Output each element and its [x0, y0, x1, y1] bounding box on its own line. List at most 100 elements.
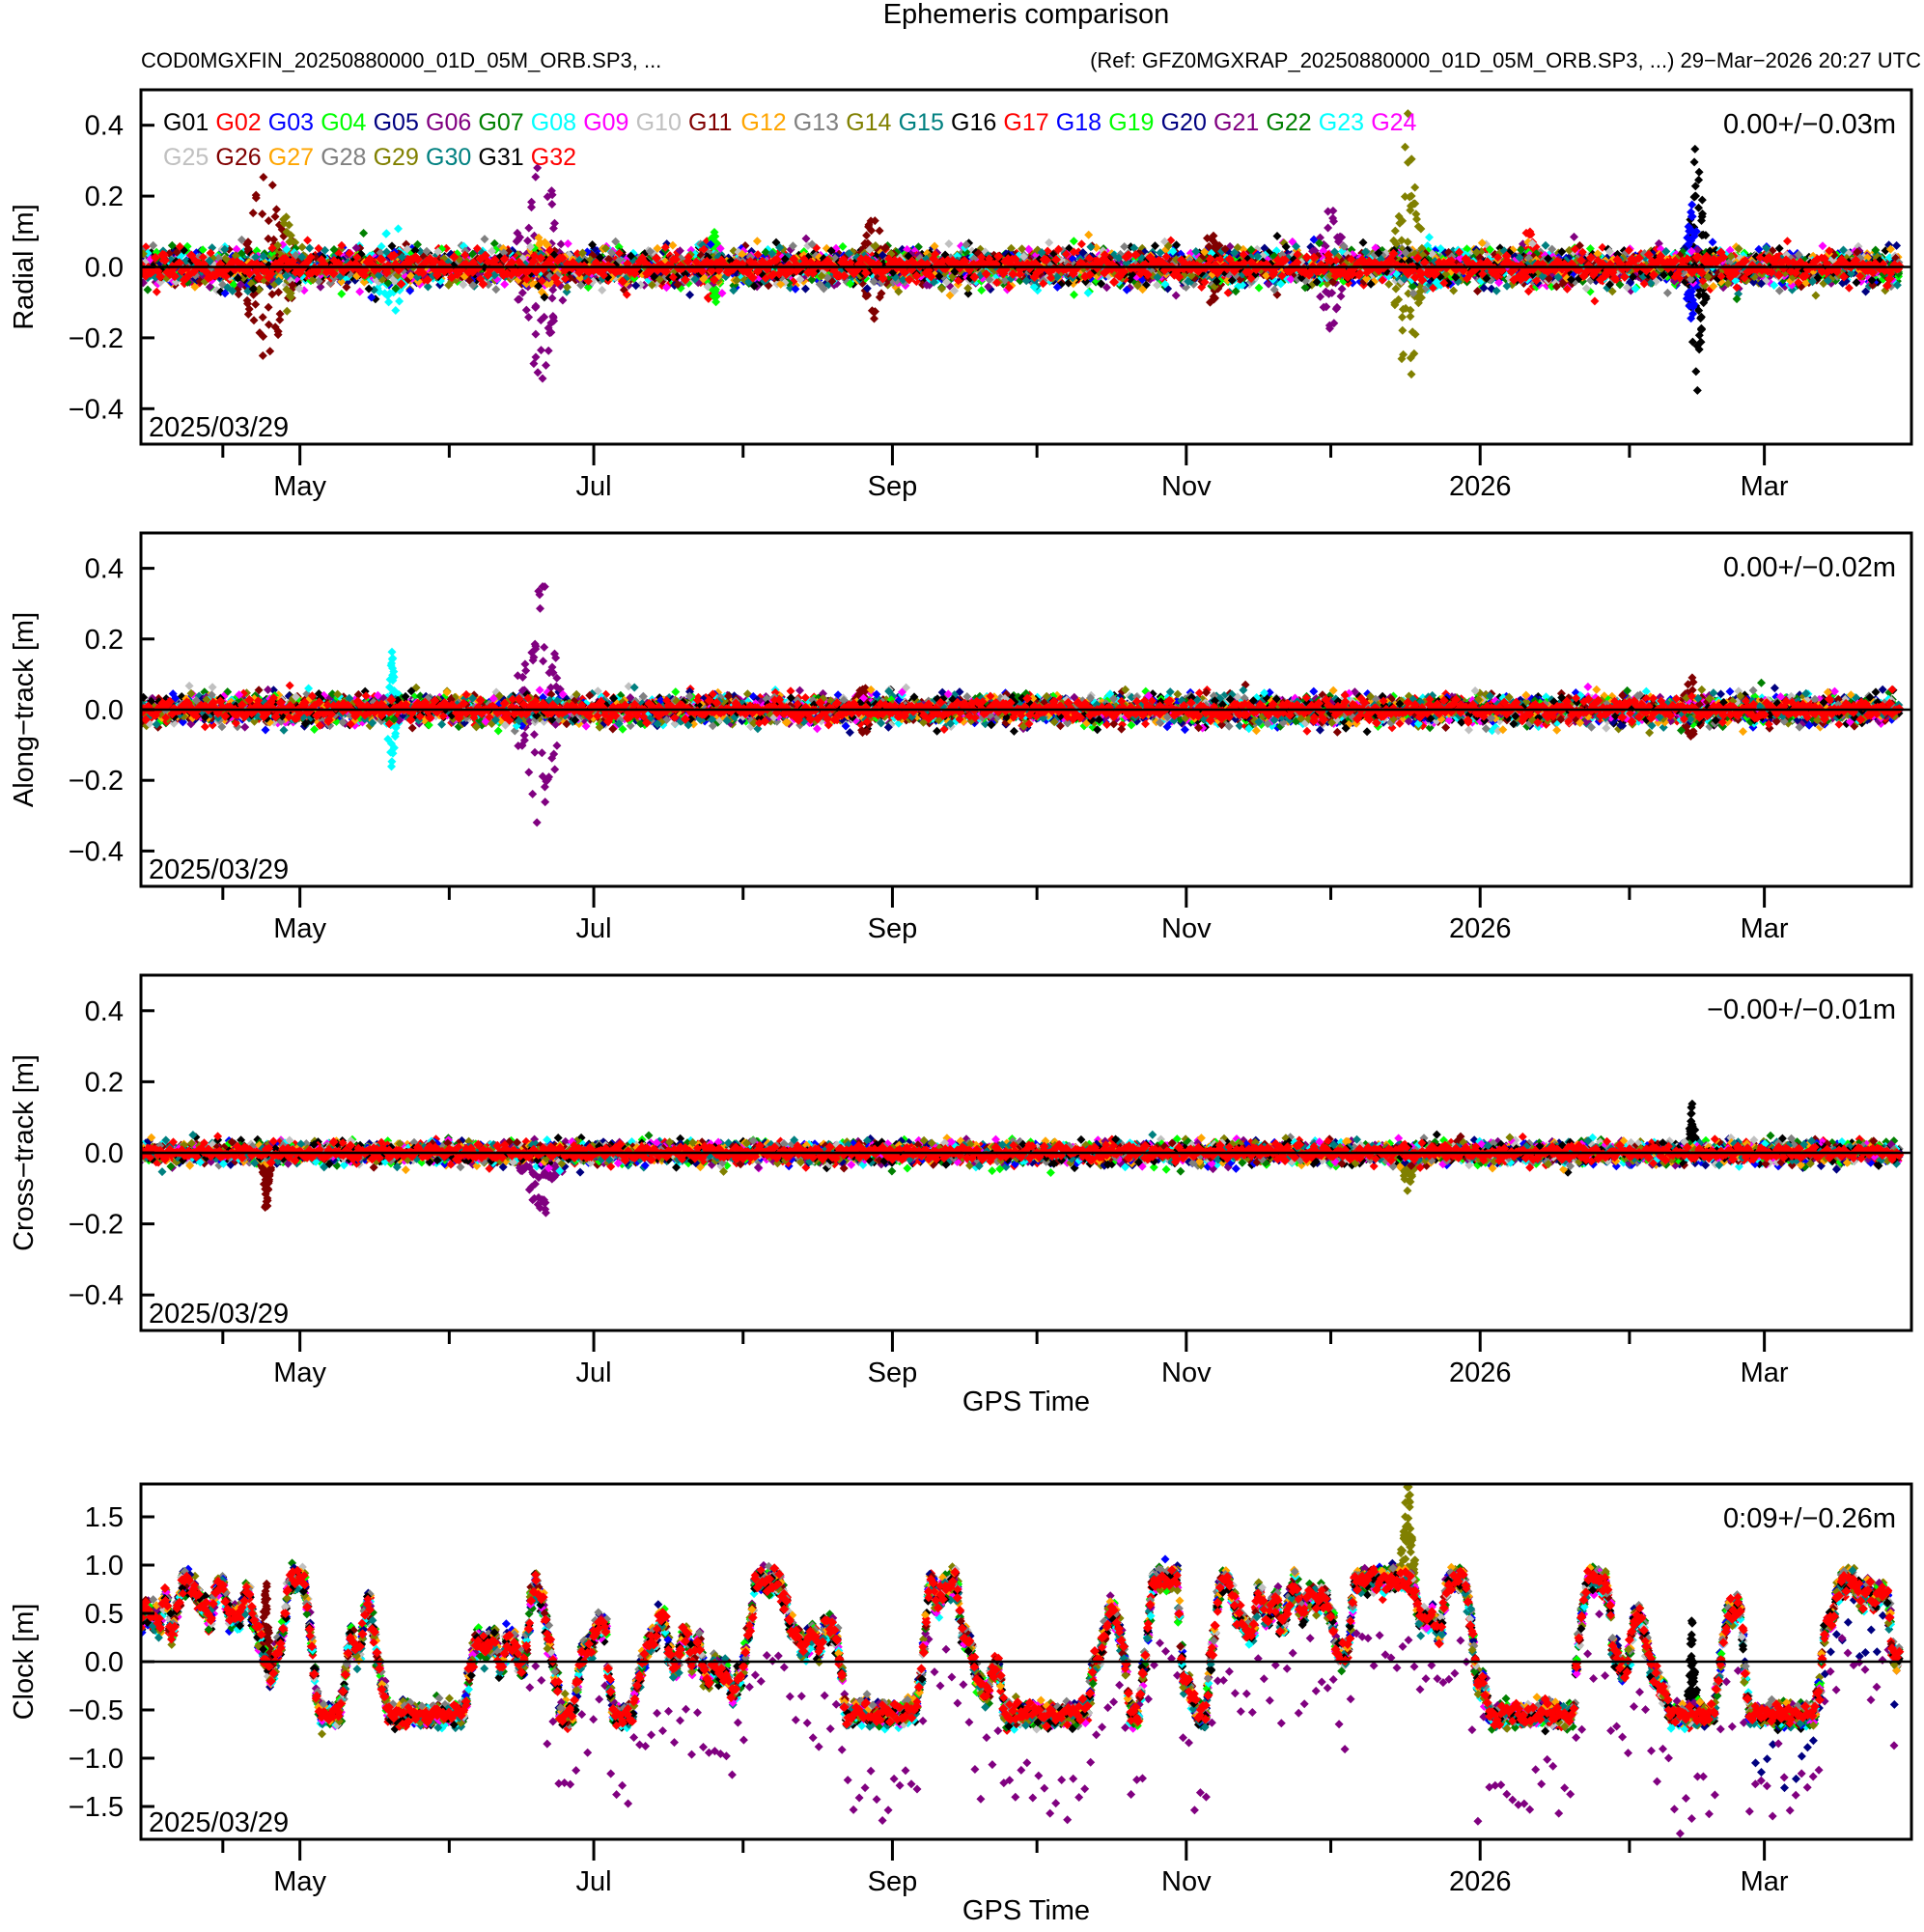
data-point — [870, 314, 878, 323]
data-points — [141, 109, 1905, 395]
data-point — [1690, 182, 1700, 191]
data-point — [558, 295, 568, 305]
data-point — [875, 293, 884, 302]
data-point — [709, 292, 718, 301]
data-point — [1523, 287, 1533, 296]
data-point — [880, 242, 890, 252]
data-point — [271, 205, 281, 214]
data-point — [1694, 167, 1704, 177]
data-point — [531, 329, 541, 339]
data-point — [1209, 231, 1218, 240]
data-point — [1120, 242, 1129, 251]
data-point — [1691, 367, 1701, 377]
data-point — [303, 236, 313, 245]
data-point — [1092, 243, 1101, 252]
data-point — [265, 347, 275, 356]
data-point — [1699, 298, 1709, 308]
data-point — [527, 197, 537, 207]
data-point — [866, 216, 876, 226]
data-point — [394, 224, 403, 234]
data-point — [531, 352, 541, 362]
data-point — [267, 181, 277, 190]
data-point — [480, 235, 489, 244]
data-point — [1683, 290, 1692, 299]
data-point — [1321, 287, 1330, 296]
data-point — [384, 297, 394, 307]
data-point — [258, 350, 267, 360]
data-point — [1209, 294, 1218, 304]
data-point — [533, 163, 543, 173]
data-point — [1697, 231, 1707, 240]
data-point — [1697, 211, 1707, 221]
data-point — [752, 237, 762, 246]
data-point — [1336, 292, 1346, 301]
data-point — [1324, 207, 1333, 216]
data-point — [801, 234, 811, 243]
data-point — [1687, 200, 1697, 210]
data-point — [143, 285, 153, 294]
data-point — [514, 294, 523, 304]
data-point — [1390, 226, 1400, 236]
data-point — [838, 241, 848, 251]
data-point — [1315, 238, 1324, 248]
data-point — [546, 327, 556, 337]
data-point — [524, 313, 534, 322]
data-point — [255, 328, 265, 338]
data-point — [1689, 192, 1699, 202]
data-point — [862, 290, 872, 298]
data-point — [259, 173, 268, 182]
data-point — [1101, 283, 1111, 293]
chart-subtitle-left: COD0MGXFIN_20250880000_01D_05M_ORB.SP3, … — [141, 48, 661, 72]
data-point — [547, 200, 557, 209]
data-point — [1398, 325, 1408, 335]
data-point — [1590, 296, 1600, 306]
data-point — [538, 374, 547, 383]
data-point — [297, 242, 307, 252]
data-point — [391, 306, 401, 315]
data-point — [264, 302, 273, 312]
data-point — [944, 239, 954, 248]
data-point — [270, 211, 280, 221]
data-point — [1084, 230, 1094, 239]
data-point — [531, 303, 541, 312]
data-point — [1045, 238, 1054, 247]
data-point — [517, 288, 527, 297]
data-point — [548, 285, 558, 294]
data-point — [1425, 233, 1434, 242]
data-point — [275, 309, 285, 319]
data-point — [1854, 241, 1863, 251]
data-point — [1401, 142, 1409, 152]
data-point — [862, 231, 872, 240]
data-point — [556, 239, 566, 249]
data-point — [512, 237, 521, 246]
data-point — [1783, 237, 1792, 246]
data-point — [527, 203, 536, 212]
data-point — [1332, 302, 1342, 312]
data-point — [529, 359, 539, 369]
data-point — [264, 234, 273, 243]
data-point — [1525, 227, 1535, 237]
data-point — [542, 360, 550, 370]
data-point — [1316, 292, 1325, 301]
data-point — [1403, 238, 1412, 247]
data-point — [1322, 302, 1331, 312]
data-point — [1324, 223, 1333, 233]
data-point — [1337, 284, 1347, 294]
data-point — [717, 289, 727, 298]
data-point — [1884, 240, 1894, 250]
data-point — [489, 238, 499, 248]
data-point — [1690, 144, 1700, 154]
data-point — [273, 330, 283, 340]
data-point — [244, 304, 254, 314]
data-point — [258, 210, 267, 219]
data-point — [937, 284, 947, 294]
data-point — [1694, 291, 1704, 300]
data-point — [1696, 325, 1706, 335]
data-point — [544, 346, 553, 355]
data-point — [249, 290, 259, 299]
data-point — [376, 241, 386, 251]
data-point — [1697, 195, 1707, 205]
data-point — [251, 193, 261, 203]
data-point — [549, 316, 559, 325]
data-point — [265, 320, 273, 329]
